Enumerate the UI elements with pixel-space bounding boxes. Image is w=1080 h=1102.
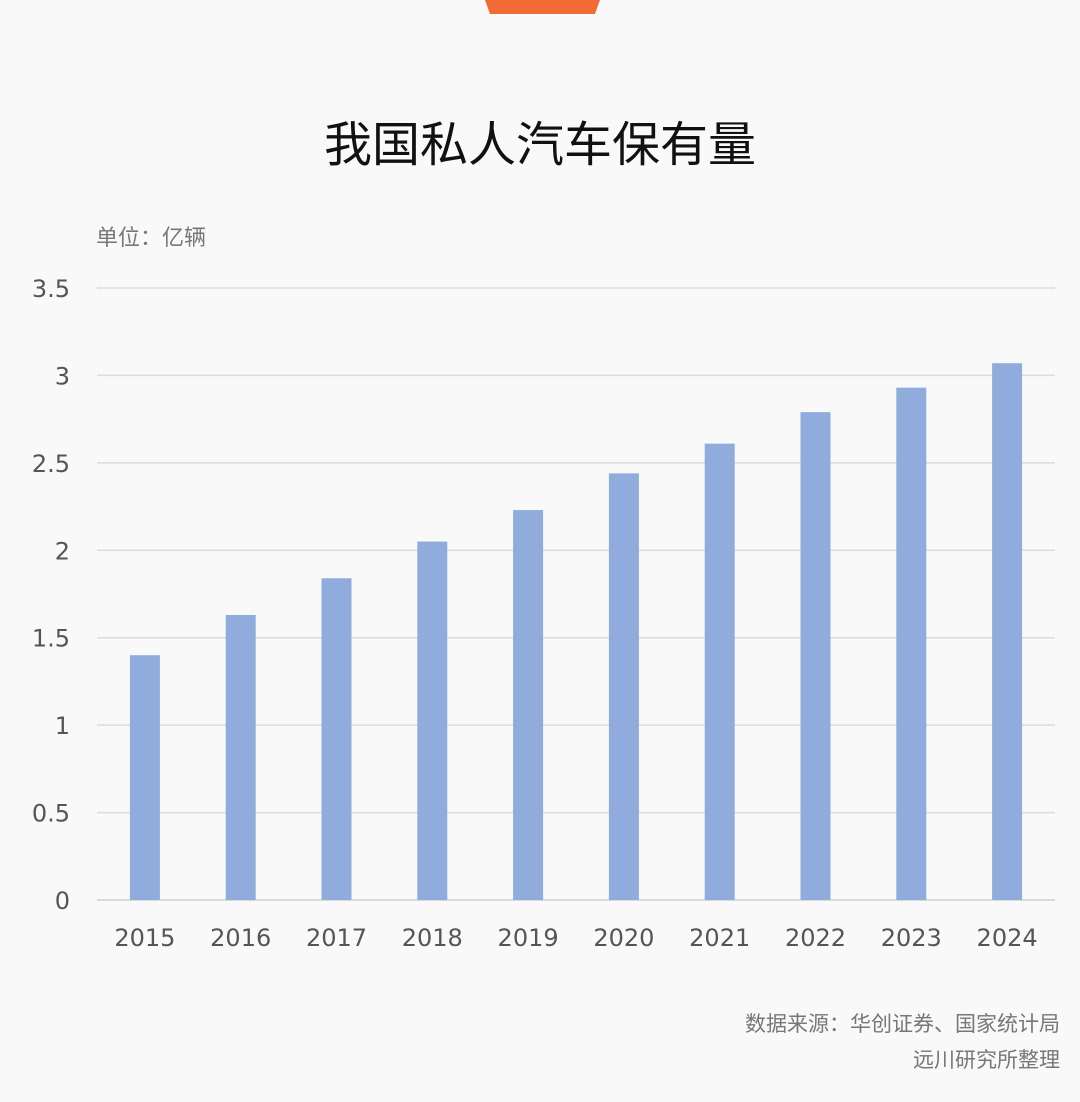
top-accent-tab [485, 0, 600, 14]
y-tick-label: 3.5 [32, 275, 70, 303]
bar-2016 [225, 614, 256, 900]
source-note: 数据来源：华创证券、国家统计局 [745, 1012, 1060, 1036]
x-tick-label: 2017 [306, 924, 367, 952]
y-tick-label: 0 [55, 887, 70, 915]
bar-2020 [608, 473, 639, 900]
y-tick-label: 1 [55, 712, 70, 740]
bar-2015 [129, 655, 160, 900]
bar-2022 [800, 412, 831, 900]
y-tick-label: 0.5 [32, 800, 70, 828]
bar-2019 [513, 510, 544, 900]
bar-2024 [992, 363, 1023, 900]
y-tick-label: 2 [55, 537, 70, 565]
x-tick-label: 2023 [881, 924, 942, 952]
x-tick-label: 2019 [498, 924, 559, 952]
bar-2023 [896, 387, 927, 900]
unit-label: 单位：亿辆 [96, 226, 207, 251]
x-tick-label: 2018 [402, 924, 463, 952]
x-tick-label: 2015 [114, 924, 175, 952]
bar-chart: 0 0.5 1 1.5 2 2.5 3 3.5 2015 2016 2017 2018 2019 2020… [32, 275, 1055, 952]
x-tick-label: 2024 [977, 924, 1038, 952]
chart-title: 我国私人汽车保有量 [323, 117, 756, 173]
x-tick-label: 2022 [785, 924, 846, 952]
x-tick-label: 2016 [210, 924, 271, 952]
source-credit: 远川研究所整理 [913, 1048, 1060, 1072]
y-tick-label: 2.5 [32, 450, 70, 478]
x-tick-label: 2021 [689, 924, 750, 952]
bar-2021 [704, 443, 735, 900]
bar-2017 [321, 578, 352, 900]
bar-2018 [417, 541, 448, 900]
y-tick-label: 3 [55, 362, 70, 390]
x-tick-label: 2020 [593, 924, 654, 952]
y-tick-label: 1.5 [32, 625, 70, 653]
